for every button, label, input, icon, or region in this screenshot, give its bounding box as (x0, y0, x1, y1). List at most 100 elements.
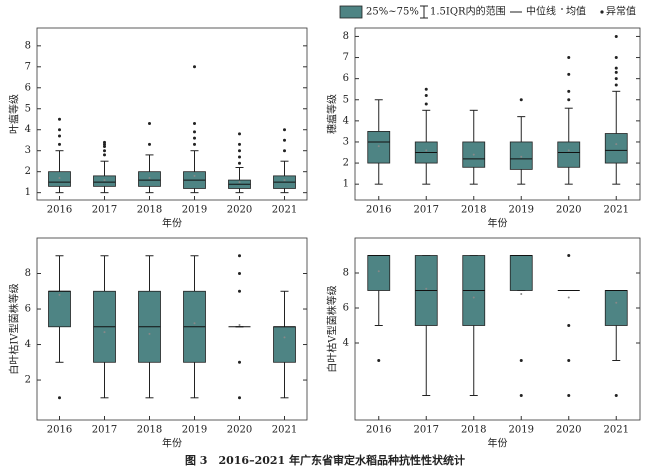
x-tick-label: 2017 (414, 205, 439, 216)
outlier (193, 130, 196, 134)
outlier (193, 136, 196, 140)
outlier (103, 140, 106, 144)
outlier (103, 149, 106, 153)
y-tick-label: 8 (25, 268, 31, 279)
box (367, 255, 391, 291)
box (93, 175, 116, 187)
legend-label: 25%~75% (366, 7, 419, 18)
x-tick-label: 2019 (509, 205, 534, 216)
legend-label: 异常值 (606, 5, 636, 18)
outlier (424, 94, 428, 98)
x-axis-label: 年份 (488, 217, 508, 230)
y-tick-label: 6 (343, 73, 349, 84)
mean (425, 287, 428, 290)
mean (103, 331, 106, 334)
y-tick-label: 2 (25, 375, 31, 386)
y-tick-label: 4 (25, 124, 31, 135)
outlier (519, 394, 523, 397)
x-tick-label: 2019 (182, 205, 207, 216)
y-tick-label: 1 (25, 187, 31, 198)
x-tick-label: 2018 (137, 205, 162, 216)
outlier (567, 394, 571, 397)
mean (567, 149, 570, 152)
mean (283, 179, 286, 182)
outlier (377, 359, 381, 362)
outlier (283, 128, 286, 132)
plot-frame (36, 27, 308, 201)
plot-frame (36, 237, 308, 421)
box (273, 326, 296, 363)
outlier (193, 65, 196, 69)
mean (520, 155, 523, 158)
y-axis-label: 穗瘟等级 (326, 94, 339, 134)
y-axis-label: 白叶枯IV型菌株等级 (8, 283, 21, 374)
y-axis-label: 叶瘟等级 (8, 94, 21, 134)
x-tick-label: 2016 (47, 205, 72, 216)
legend-outlier (600, 10, 604, 14)
outlier (614, 56, 618, 60)
outlier (238, 396, 241, 400)
y-tick-label: 4 (343, 115, 349, 126)
outlier (567, 324, 571, 327)
outlier (614, 77, 618, 81)
legend-mean (561, 8, 563, 10)
outlier (519, 359, 523, 362)
outlier (238, 272, 241, 276)
y-tick-label: 2 (343, 158, 349, 169)
mean (148, 332, 151, 335)
mean (58, 293, 61, 296)
x-tick-label: 2018 (461, 205, 486, 216)
plot-frame (354, 237, 641, 421)
box (367, 131, 391, 164)
y-tick-label: 3 (343, 136, 349, 147)
x-tick-label: 2021 (272, 205, 297, 216)
outlier (283, 149, 286, 153)
mean (567, 296, 570, 299)
box (48, 290, 71, 328)
outlier (238, 289, 241, 293)
outlier (238, 161, 241, 165)
mean (148, 176, 151, 179)
outlier (519, 98, 523, 102)
box (604, 133, 628, 164)
x-tick-label: 2018 (137, 425, 162, 436)
outlier (567, 359, 571, 362)
x-axis-label: 年份 (488, 437, 508, 450)
y-tick-label: 3 (25, 145, 31, 156)
mean (58, 176, 61, 179)
y-tick-label: 6 (25, 304, 31, 315)
outlier (58, 396, 61, 400)
y-tick-label: 7 (25, 61, 31, 72)
x-tick-label: 2019 (509, 425, 534, 436)
outlier (58, 142, 61, 146)
mean (615, 143, 618, 146)
outlier (238, 149, 241, 153)
outlier (238, 360, 241, 364)
outlier (614, 66, 618, 70)
mean (103, 179, 106, 182)
outlier (424, 102, 428, 106)
outlier (238, 254, 241, 258)
box (509, 255, 533, 291)
y-tick-label: 8 (343, 268, 349, 279)
mean (425, 149, 428, 152)
outlier (193, 121, 196, 125)
outlier (238, 142, 241, 146)
outlier (567, 56, 571, 60)
caption: 图 3 2016–2021 年广东省审定水稻品种抗性性状统计 (185, 453, 465, 467)
outlier (567, 254, 571, 257)
x-tick-label: 2016 (366, 425, 391, 436)
x-tick-label: 2017 (414, 425, 439, 436)
x-tick-label: 2020 (227, 205, 252, 216)
outlier (614, 34, 618, 38)
outlier (103, 153, 106, 157)
y-tick-label: 1 (343, 179, 349, 190)
outlier (567, 89, 571, 93)
x-tick-label: 2020 (227, 425, 252, 436)
mean (377, 270, 380, 273)
x-tick-label: 2021 (604, 425, 629, 436)
outlier (103, 145, 106, 149)
legend-swatch (339, 5, 363, 19)
y-tick-label: 6 (343, 303, 349, 314)
x-axis-label: 年份 (162, 437, 182, 450)
